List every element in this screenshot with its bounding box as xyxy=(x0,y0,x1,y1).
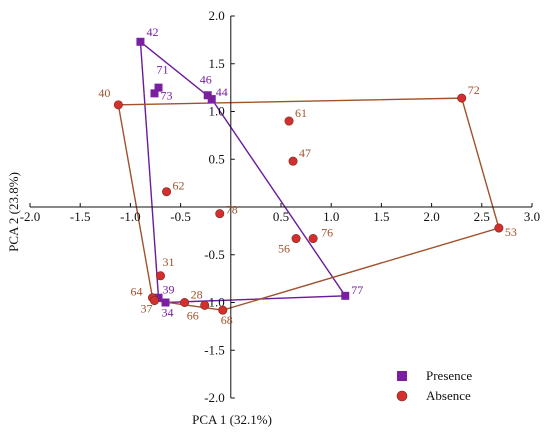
point-34 xyxy=(161,298,170,307)
point-label-71: 71 xyxy=(157,63,169,77)
y-tick-label: -0.5 xyxy=(204,247,225,262)
x-tick-label: -1.5 xyxy=(70,209,91,224)
point-44 xyxy=(207,95,216,104)
point-77 xyxy=(341,291,350,300)
y-tick-label: 2.0 xyxy=(209,8,225,23)
point-label-72: 72 xyxy=(468,83,480,97)
point-label-68: 68 xyxy=(221,313,233,327)
points-layer xyxy=(113,37,504,315)
point-28 xyxy=(180,297,190,307)
point-labels-layer: 42 71 73 46 44 39 34 77 40 72 61 47 62 78 56 76 53 31 64 37… xyxy=(98,25,517,327)
x-tick-label: -1.0 xyxy=(120,209,141,224)
y-tick-label: -1.0 xyxy=(204,295,225,310)
legend: Presence Absence xyxy=(396,368,472,403)
point-61 xyxy=(284,116,294,126)
point-label-39: 39 xyxy=(163,283,175,297)
legend-label-presence: Presence xyxy=(426,368,472,383)
point-label-56: 56 xyxy=(278,242,290,256)
point-label-62: 62 xyxy=(173,179,185,193)
point-label-78: 78 xyxy=(226,203,238,217)
y-tick-label: 1.5 xyxy=(209,56,225,71)
point-72 xyxy=(457,93,467,103)
point-62 xyxy=(162,187,172,197)
point-label-66: 66 xyxy=(187,308,199,322)
point-39 xyxy=(154,293,163,302)
hull-layer xyxy=(117,40,500,311)
x-tick-label: 3.0 xyxy=(524,209,540,224)
point-66 xyxy=(200,300,210,310)
point-71 xyxy=(154,83,163,92)
point-42 xyxy=(136,37,145,46)
x-axis-title: PCA 1 (32.1%) xyxy=(192,412,272,427)
point-label-46: 46 xyxy=(200,72,212,86)
point-46 xyxy=(203,91,212,100)
point-40 xyxy=(113,100,123,110)
y-tick-label: 1.0 xyxy=(209,104,225,119)
hull-presence xyxy=(139,40,347,304)
point-label-42: 42 xyxy=(146,25,158,39)
point-78 xyxy=(215,209,225,219)
point-53 xyxy=(494,223,504,233)
x-tick-label: -2.0 xyxy=(20,209,41,224)
point-56 xyxy=(291,234,301,244)
y-tick-label: -1.5 xyxy=(204,342,225,357)
point-label-28: 28 xyxy=(191,288,203,302)
hull-absence xyxy=(117,97,500,311)
y-tick-label: -2.0 xyxy=(204,390,225,405)
legend-marker-presence xyxy=(397,371,407,381)
point-47 xyxy=(288,156,298,166)
axes-layer: -2.0 -1.5 -1.0 -0.5 0.5 1.0 1.5 2.0 2.5 3.0 2.0 1.5… xyxy=(20,8,540,405)
point-label-76: 76 xyxy=(321,226,333,240)
point-label-73: 73 xyxy=(160,88,172,102)
point-label-37: 37 xyxy=(140,302,152,316)
x-tick-label: 1.0 xyxy=(323,209,339,224)
point-76 xyxy=(308,234,318,244)
x-tick-label: -0.5 xyxy=(170,209,191,224)
point-73 xyxy=(150,89,159,98)
point-68 xyxy=(218,305,228,315)
point-label-77: 77 xyxy=(351,283,363,297)
point-label-53: 53 xyxy=(505,225,517,239)
point-label-31: 31 xyxy=(163,255,175,269)
point-label-40: 40 xyxy=(98,86,110,100)
legend-marker-absence xyxy=(396,390,408,402)
point-label-61: 61 xyxy=(295,106,307,120)
x-tick-label: 2.0 xyxy=(423,209,439,224)
x-tick-label: 1.5 xyxy=(373,209,389,224)
point-37 xyxy=(149,296,159,306)
point-label-44: 44 xyxy=(216,85,228,99)
y-axis-title: PCA 2 (23.8%) xyxy=(6,172,21,252)
point-31 xyxy=(156,271,166,281)
y-tick-label: 0.5 xyxy=(209,151,225,166)
legend-label-absence: Absence xyxy=(426,388,471,403)
point-label-47: 47 xyxy=(299,146,311,160)
x-tick-label: 2.5 xyxy=(474,209,490,224)
x-tick-label: 0.5 xyxy=(273,209,289,224)
point-label-34: 34 xyxy=(162,306,174,320)
point-label-64: 64 xyxy=(130,285,142,299)
